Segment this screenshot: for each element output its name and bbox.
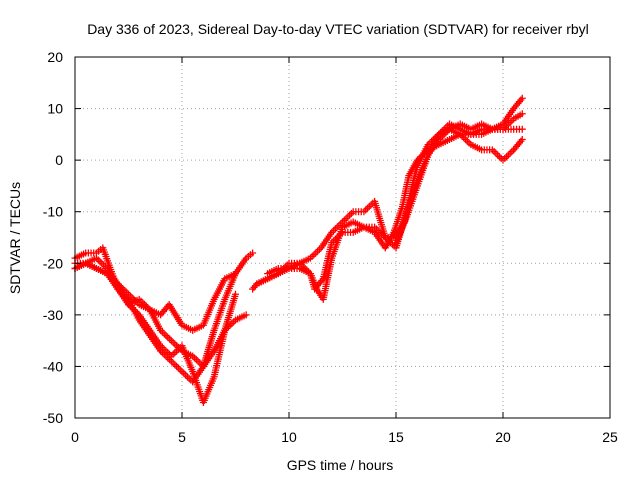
data-point [518,94,526,102]
data-point [242,311,250,319]
plot-frame [74,56,611,419]
y-tick-label: -20 [43,255,63,271]
x-tick-label: 10 [281,429,297,445]
x-axis-label: GPS time / hours [287,457,394,473]
x-tick-label: 15 [388,429,404,445]
y-tick-label: -40 [43,358,63,374]
series-track-8 [392,110,526,247]
y-tick-label: -30 [43,307,63,323]
y-tick-label: 0 [55,152,63,168]
y-axis-label: SDTVAR / TECUs [7,182,23,294]
data-point [518,136,526,144]
x-tick-label: 25 [602,429,618,445]
y-tick-label: 10 [47,101,63,117]
data-point [518,110,526,118]
x-tick-label: 5 [178,429,186,445]
axis-ticks: 0 5 10 15 20 25 -50 -40 -30 -20 -10 0 10 20 [43,49,618,445]
data-point [249,249,257,257]
x-tick-label: 20 [495,429,511,445]
x-tick-label: 0 [71,429,79,445]
y-tick-label: -10 [43,204,63,220]
data-point [232,270,239,278]
chart-title: Day 336 of 2023, Sidereal Day-to-day VTE… [87,21,589,37]
y-tick-label: 20 [47,49,63,65]
series-track-4 [71,259,239,334]
data-points [71,94,526,407]
y-tick-label: -50 [43,410,63,426]
data-point [232,290,239,298]
data-point [518,125,526,133]
